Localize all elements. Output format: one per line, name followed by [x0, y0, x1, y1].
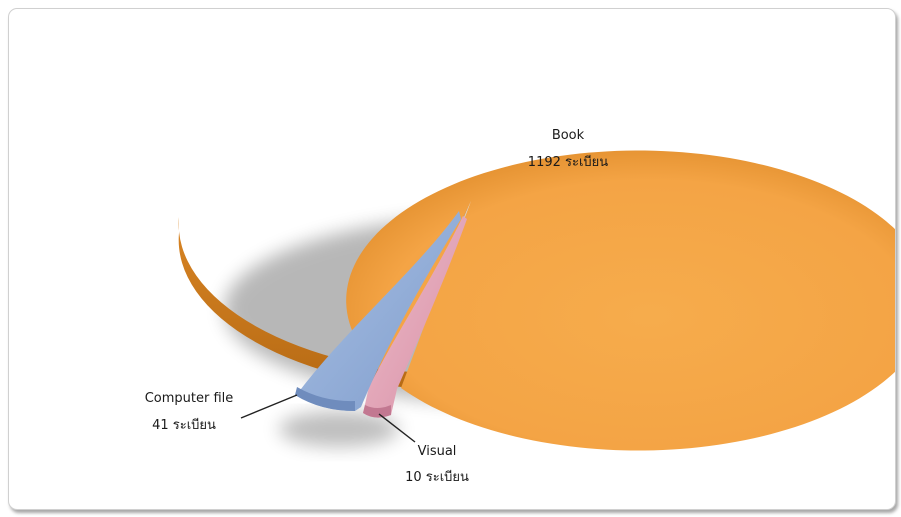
label-visual-value: 10 ระเบียน	[405, 469, 469, 485]
slice-computer-file[interactable]	[295, 211, 461, 411]
label-book-value: 1192 ระเบียน	[528, 154, 608, 170]
slice-shadow	[279, 411, 399, 447]
leader-line-visual	[378, 413, 416, 443]
slice-visual[interactable]	[363, 216, 467, 418]
chart-frame: Book 1192 ระเบียน Computer file 41 ระเบี…	[8, 8, 896, 510]
pie-chart: Book 1192 ระเบียน Computer file 41 ระเบี…	[145, 128, 896, 485]
label-computer-file-name: Computer file	[145, 391, 234, 406]
label-book-name: Book	[552, 128, 585, 143]
label-visual-name: Visual	[418, 444, 457, 459]
slice-visual-side	[363, 405, 391, 418]
leader-line-computer-file	[240, 394, 298, 419]
slice-book[interactable]	[346, 150, 896, 451]
label-computer-file-value: 41 ระเบียน	[152, 417, 216, 433]
slice-computer-file-side	[295, 387, 355, 411]
